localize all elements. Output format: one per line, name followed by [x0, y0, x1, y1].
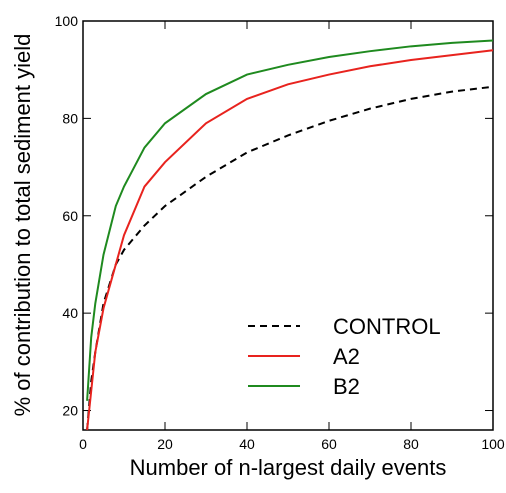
y-axis-label: % of contribution to total sediment yiel… [10, 34, 35, 417]
y-tick-label: 80 [62, 110, 78, 126]
y-tick-label: 40 [62, 305, 78, 321]
line [86, 49, 494, 431]
y-tick-label: 100 [55, 13, 79, 29]
legend-label: A2 [333, 344, 360, 369]
x-tick-label: 20 [157, 436, 173, 452]
x-tick-label: 100 [481, 436, 505, 452]
plot-frame [82, 20, 494, 431]
x-tick-label: 80 [403, 436, 419, 452]
legend-label: CONTROL [333, 314, 441, 339]
x-tick-label: 40 [239, 436, 255, 452]
y-tick-label: 20 [62, 403, 78, 419]
line [86, 85, 494, 431]
legend-label: B2 [333, 374, 360, 399]
x-tick-label: 60 [321, 436, 337, 452]
x-tick-label: 0 [79, 436, 87, 452]
line [86, 39, 494, 401]
x-axis-label: Number of n-largest daily events [130, 455, 447, 480]
y-tick-label: 60 [62, 208, 78, 224]
